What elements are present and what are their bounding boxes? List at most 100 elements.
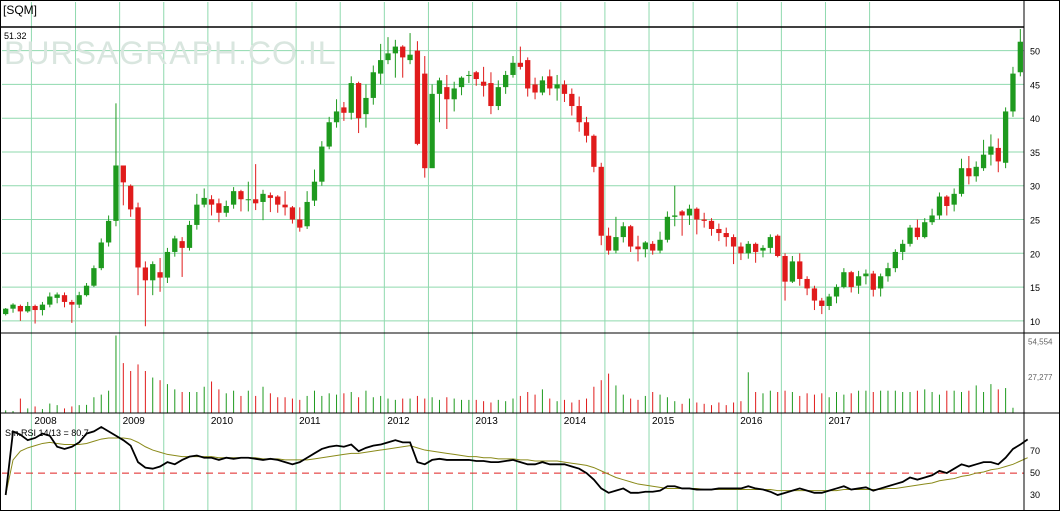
candle-body [517,62,523,67]
candle-body [701,219,707,221]
year-tick-label: 2011 [299,416,321,427]
watermark: BURSAGRAPH.CO.IL [4,35,337,71]
candle-body [995,147,1001,162]
candle-body [892,251,898,269]
candle-body [679,211,685,216]
candle-body [642,242,648,250]
candle-body [341,107,347,113]
candle-body [253,199,259,204]
candle-body [951,193,957,205]
candle-body [39,304,46,311]
candle-body [444,87,450,100]
candle-body [554,84,560,89]
candle-body [833,287,840,297]
candle-body [164,251,171,278]
candle-body [819,300,825,306]
candle-body [172,238,178,252]
candle-body [407,54,413,61]
candle-body [789,261,796,282]
volume-tick-label: 27,277 [1028,373,1053,382]
candle-body [598,166,604,236]
candle-body [752,243,759,252]
candle-body [201,197,207,205]
candle-body [61,295,68,302]
candle-body [980,154,987,169]
candle-body [216,203,222,213]
candle-body [414,50,421,144]
candle-body [333,111,340,123]
rsi-tick-label: 30 [1030,490,1040,500]
candle-body [767,237,773,248]
candle-body [311,181,318,201]
candle-body [355,83,362,119]
candle-body [907,227,913,244]
candle-body [929,215,935,223]
candle-body [275,196,281,205]
chart-grid [2,2,1024,510]
candle-body [47,296,53,305]
candle-body [694,208,700,220]
candle-body [370,72,376,98]
candle-body [32,305,38,311]
price-tick-label: 40 [1030,114,1040,124]
candle-body [230,191,237,205]
volume-tick-label: 54,554 [1028,337,1053,346]
candle-body [797,261,803,279]
candle-body [841,272,847,288]
candle-body [900,243,906,252]
candle-body [304,201,310,227]
candle-body [157,272,163,278]
last-price-label: 51.32 [4,31,27,41]
ticker-label: [SQM] [3,3,38,17]
candle-body [17,305,24,312]
candle-body [451,88,457,100]
candle-body [973,166,979,177]
year-tick-label: 2014 [564,416,587,427]
candle-body [569,93,575,107]
candle-body [326,122,332,147]
candle-body [194,204,200,225]
candle-body [297,219,303,228]
candle-body [958,168,965,194]
candle-body [480,81,487,86]
candle-body [208,199,215,205]
candle-body [429,93,435,169]
candle-body [650,243,656,251]
candle-body [135,207,141,268]
candle-body [128,185,134,210]
candle-body [686,208,693,216]
candle-body [267,195,274,198]
candle-body [664,216,671,240]
candle-body [400,46,406,58]
candle-body [422,73,428,169]
candle-body [473,72,479,80]
candle-body [3,308,9,315]
candle-body [179,241,185,248]
candle-body [25,305,31,312]
year-tick-label: 2010 [211,416,234,427]
candle-body [561,84,568,94]
candle-body [186,224,193,248]
candle-body [76,295,82,305]
year-tick-label: 2012 [387,416,410,427]
candle-body [260,193,266,202]
candle-body [98,242,104,269]
candle-body [944,196,950,207]
candle-body [83,285,90,296]
year-tick-label: 2008 [34,416,57,427]
price-tick-label: 15 [1030,283,1040,293]
year-tick-label: 2016 [740,416,763,427]
candle-body [238,191,244,200]
candle-body [613,237,619,251]
candle-body [1002,111,1009,163]
rsi-panel [2,425,1029,496]
candle-body [738,246,744,254]
candle-body [503,74,509,88]
price-tick-label: 45 [1030,80,1040,90]
price-tick-label: 30 [1030,182,1040,192]
candle-body [635,246,641,250]
candle-body [811,288,818,301]
candle-body [708,220,715,229]
candle-body [760,247,766,251]
